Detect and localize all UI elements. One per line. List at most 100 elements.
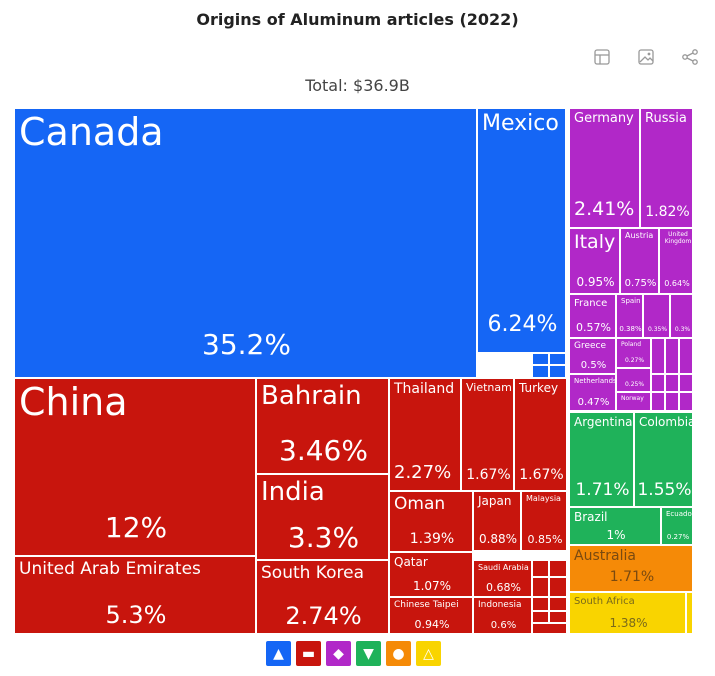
- tile-value: 0.5%: [580, 360, 607, 371]
- tile-small-unlabeled[interactable]: [549, 611, 567, 623]
- tile-japan[interactable]: Japan 0.88%: [473, 491, 521, 551]
- tile-value: 0.75%: [624, 278, 657, 289]
- share-icon[interactable]: [681, 48, 701, 68]
- tile-small-unlabeled[interactable]: [549, 560, 567, 577]
- tile-value: 1.71%: [609, 569, 655, 585]
- tile-value: 2.41%: [574, 198, 635, 221]
- tile-value: 12%: [104, 511, 168, 545]
- tile-small-unlabeled[interactable]: [549, 577, 567, 597]
- tile-greece[interactable]: Greece 0.5%: [569, 338, 616, 374]
- tile-poland[interactable]: Poland 0.27%: [616, 338, 651, 368]
- tile-ecuador[interactable]: Ecuador 0.27%: [661, 507, 693, 545]
- tile-bahrain[interactable]: Bahrain 3.46%: [256, 378, 389, 474]
- tile-small-unlabeled[interactable]: [665, 392, 679, 411]
- tile-australia[interactable]: Australia 1.71%: [569, 545, 693, 592]
- tile-argentina[interactable]: Argentina 1.71%: [569, 412, 634, 507]
- tile-turkey[interactable]: Turkey 1.67%: [514, 378, 567, 491]
- tile-netherlands[interactable]: Netherlands 0.47%: [569, 374, 616, 411]
- chart-title: Origins of Aluminum articles (2022): [196, 10, 519, 29]
- tile-chinese-taipei[interactable]: Chinese Taipei 0.94%: [389, 597, 473, 634]
- tile-value: 0.38%: [619, 325, 642, 334]
- tile-label: Oman: [394, 494, 446, 514]
- tile-label: Saudi Arabia: [478, 563, 529, 572]
- africa-icon[interactable]: △: [416, 641, 441, 666]
- tile-value: 1.71%: [575, 480, 630, 501]
- tile-label: Germany: [574, 111, 634, 126]
- tile-value: 1.67%: [466, 466, 511, 483]
- tile-indonesia[interactable]: Indonesia 0.6%: [473, 597, 532, 634]
- tile-value: 1.67%: [519, 466, 564, 483]
- tile-small-unlabeled[interactable]: [532, 353, 549, 365]
- tile-unlabeled-2[interactable]: 0.3%: [670, 294, 693, 338]
- tile-value: 0.35%: [647, 326, 668, 334]
- tile-india[interactable]: India 3.3%: [256, 474, 389, 560]
- tile-china[interactable]: China 12%: [14, 378, 256, 556]
- image-icon[interactable]: [637, 48, 657, 68]
- tile-small-unlabeled[interactable]: [679, 374, 693, 392]
- tile-value: 1.39%: [409, 530, 455, 547]
- tile-qatar[interactable]: Qatar 1.07%: [389, 552, 473, 597]
- tile-france[interactable]: France 0.57%: [569, 294, 616, 338]
- tile-small-unlabeled[interactable]: [549, 597, 567, 611]
- tile-label: Turkey: [519, 381, 559, 395]
- tile-italy[interactable]: Italy 0.95%: [569, 228, 620, 294]
- tile-oman[interactable]: Oman 1.39%: [389, 491, 473, 552]
- tile-value: 0.57%: [576, 320, 611, 334]
- tile-saudi-arabia[interactable]: Saudi Arabia 0.68%: [473, 560, 532, 597]
- tile-small-unlabeled[interactable]: [532, 365, 549, 378]
- tile-small-unlabeled[interactable]: [532, 597, 549, 611]
- tile-colombia[interactable]: Colombia 1.55%: [634, 412, 693, 507]
- table-icon[interactable]: [593, 48, 613, 68]
- tile-unlabeled-1[interactable]: 0.35%: [643, 294, 670, 338]
- tile-small-unlabeled[interactable]: [651, 338, 665, 374]
- tile-malaysia[interactable]: Malaysia 0.85%: [521, 491, 567, 551]
- tile-unlabeled-3[interactable]: 0.25%: [616, 368, 651, 392]
- tile-south-africa[interactable]: South Africa 1.38%: [569, 592, 686, 634]
- tile-spain[interactable]: Spain 0.38%: [616, 294, 643, 338]
- south-america-icon[interactable]: ▼: [356, 641, 381, 666]
- oceania-icon[interactable]: ●: [386, 641, 411, 666]
- tile-mexico[interactable]: Mexico 6.24%: [477, 108, 566, 353]
- tile-thailand[interactable]: Thailand 2.27%: [389, 378, 461, 491]
- tile-label: Brazil: [574, 510, 608, 524]
- tile-united-arab-emirates[interactable]: United Arab Emirates 5.3%: [14, 556, 256, 634]
- tile-label: Qatar: [394, 555, 428, 569]
- north-america-icon[interactable]: ▲: [266, 641, 291, 666]
- tile-russia[interactable]: Russia 1.82%: [640, 108, 693, 228]
- tile-value: 1.55%: [637, 480, 692, 501]
- asia-icon[interactable]: ▬: [296, 641, 321, 666]
- tile-small-unlabeled[interactable]: [679, 338, 693, 374]
- tile-small-unlabeled[interactable]: [532, 611, 549, 623]
- tile-label: Ecuador: [666, 510, 693, 518]
- europe-icon[interactable]: ◆: [326, 641, 351, 666]
- tile-value: 0.95%: [576, 274, 615, 289]
- tile-label: Austria: [625, 231, 654, 240]
- tile-small-unlabeled[interactable]: [679, 392, 693, 411]
- tile-brazil[interactable]: Brazil 1%: [569, 507, 661, 545]
- tile-small-unlabeled[interactable]: [549, 365, 566, 378]
- tile-small-unlabeled[interactable]: [651, 392, 665, 411]
- tile-value: 5.3%: [105, 600, 167, 629]
- tile-label: Colombia: [639, 415, 693, 429]
- tile-value: 0.3%: [674, 326, 691, 334]
- tile-germany[interactable]: Germany 2.41%: [569, 108, 640, 228]
- tile-south-korea[interactable]: South Korea 2.74%: [256, 560, 389, 634]
- tile-vietnam[interactable]: Vietnam 1.67%: [461, 378, 514, 491]
- tile-small-unlabeled[interactable]: [665, 338, 679, 374]
- tile-canada[interactable]: Canada 35.2%: [14, 108, 477, 378]
- tile-label: France: [574, 298, 608, 309]
- tile-small-unlabeled[interactable]: [549, 353, 566, 365]
- tile-small-unlabeled[interactable]: [686, 592, 693, 634]
- tile-value: 0.88%: [478, 531, 518, 546]
- tile-label: Norway: [621, 395, 644, 402]
- tile-small-unlabeled[interactable]: [651, 374, 665, 392]
- tile-value: 2.74%: [285, 601, 362, 630]
- tile-norway[interactable]: Norway: [616, 392, 651, 411]
- tile-label: Malaysia: [526, 494, 561, 503]
- tile-austria[interactable]: Austria 0.75%: [620, 228, 659, 294]
- tile-small-unlabeled[interactable]: [665, 374, 679, 392]
- tile-united-kingdom[interactable]: United Kingdom 0.64%: [659, 228, 693, 294]
- tile-small-unlabeled[interactable]: [532, 577, 549, 597]
- tile-small-unlabeled[interactable]: [532, 560, 549, 577]
- tile-small-unlabeled[interactable]: [532, 623, 567, 634]
